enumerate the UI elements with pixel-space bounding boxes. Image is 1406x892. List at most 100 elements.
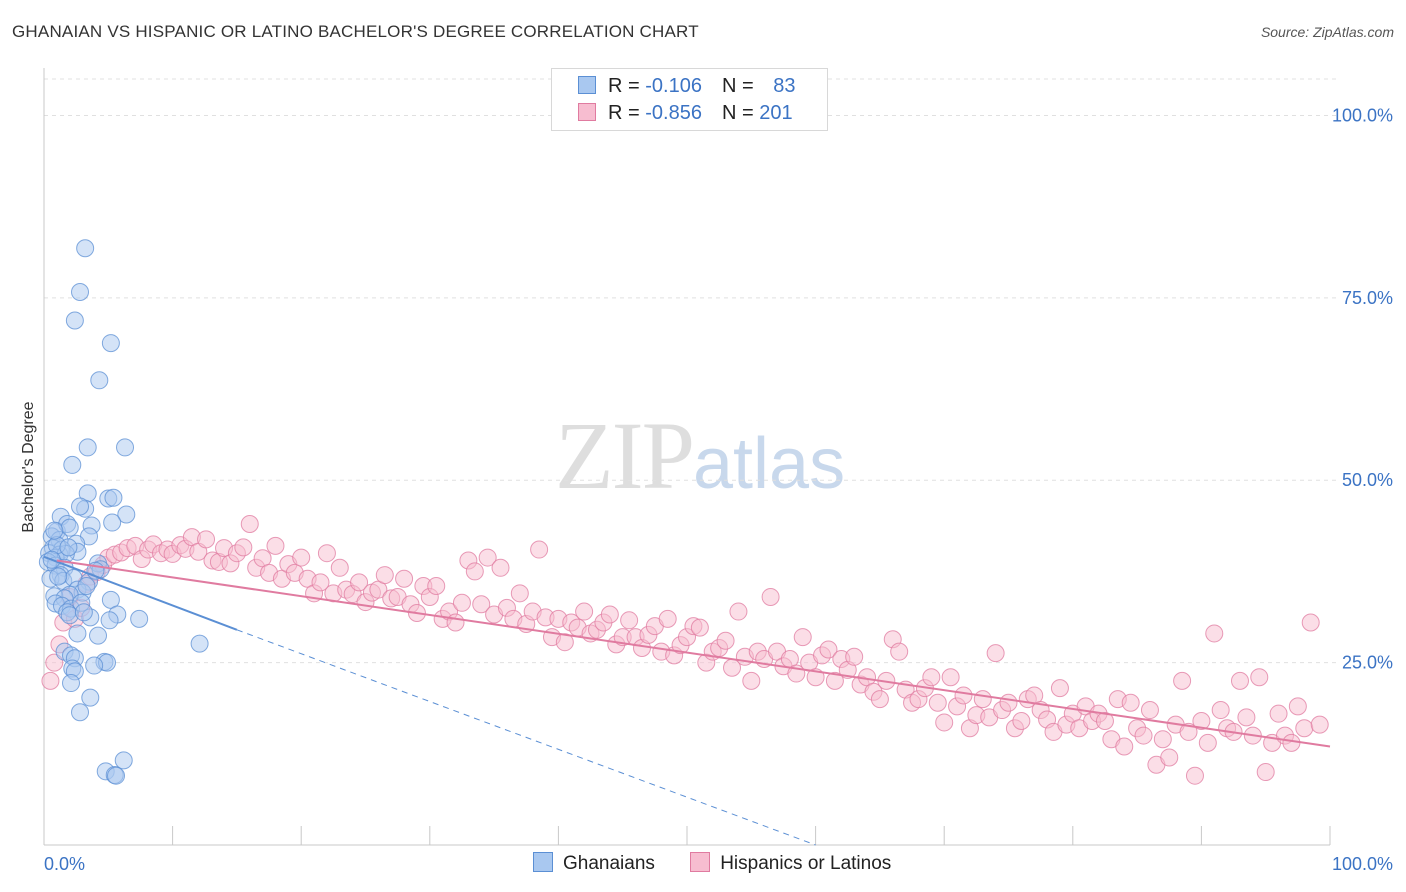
hispanic-point [1115, 737, 1134, 756]
ghanaian-point [114, 751, 133, 770]
ghanaian-point [81, 688, 100, 707]
hispanic-point [311, 573, 330, 592]
ghanaian-point [85, 656, 104, 675]
hispanic-point [491, 558, 510, 577]
y-tick-label: 50.0% [1342, 470, 1393, 490]
hispanic-point [1256, 763, 1275, 782]
ghanaian-point [89, 626, 108, 645]
ghanaian-point [74, 603, 93, 622]
hispanic-point [890, 642, 909, 661]
hispanic-point [935, 713, 954, 732]
hispanic-point [510, 584, 529, 603]
x-tick-label: 0.0% [44, 854, 85, 874]
hispanic-point [478, 548, 497, 567]
ghanaian-point [65, 311, 84, 330]
hispanic-point [690, 618, 709, 637]
hispanic-point [1237, 708, 1256, 727]
ghanaian-point [76, 239, 95, 258]
hispanic-point [472, 595, 491, 614]
hispanic-point [1134, 726, 1153, 745]
hispanic-point [1205, 624, 1224, 643]
ghanaian-point [104, 488, 123, 507]
legend-row-ghanaians: R = -0.106 N = 83 [578, 75, 795, 98]
hispanic-point [620, 611, 639, 630]
watermark-atlas: atlas [693, 424, 846, 504]
hispanic-point [266, 536, 285, 555]
series-legend: Ghanaians Hispanics or Latinos [533, 852, 921, 875]
ghanaian-trend-line [43, 555, 238, 631]
hispanic-point [1269, 704, 1288, 723]
ghanaian-point [90, 371, 109, 390]
hispanic-point [658, 609, 677, 628]
ghanaian-point [71, 283, 90, 302]
correlation-legend: R = -0.106 N = 83 R = -0.856 N = 201 [551, 68, 828, 131]
hispanic-point [1179, 722, 1198, 741]
ghanaian-point [68, 624, 87, 643]
hispanic-point [234, 538, 253, 557]
hispanic-point [1095, 711, 1114, 730]
hispanic-point [1192, 711, 1211, 730]
chart-source: Source: ZipAtlas.com [1260, 24, 1394, 40]
ghanaian-point [49, 567, 68, 586]
hispanic-point [1230, 671, 1249, 690]
ghanaian-point [62, 674, 81, 693]
ghanaian-point [103, 513, 122, 532]
legend-r-label: R = [608, 75, 646, 97]
legend-item-ghanaians: Ghanaians [533, 852, 655, 875]
hispanic-point [845, 647, 864, 666]
hispanic-point [1282, 733, 1301, 752]
hispanic-point [729, 602, 748, 621]
hispanic-point [819, 640, 838, 659]
hispanic-point [825, 671, 844, 690]
legend-swatch-hispanics [578, 103, 596, 121]
hispanic-point [793, 628, 812, 647]
legend-swatch-ghanaians [533, 852, 553, 872]
hispanic-point [954, 686, 973, 705]
hispanic-point [395, 569, 414, 588]
ghanaian-point [59, 538, 78, 557]
hispanic-point [1185, 766, 1204, 785]
hispanic-point [1250, 668, 1269, 687]
hispanic-point [317, 544, 336, 563]
hispanic-point [1012, 711, 1031, 730]
hispanic-point [375, 566, 394, 585]
ghanaian-point [130, 609, 149, 628]
hispanic-point [1160, 748, 1179, 767]
hispanic-point [716, 631, 735, 650]
hispanic-point [1310, 715, 1329, 734]
hispanic-point [922, 668, 941, 687]
hispanic-point [41, 671, 60, 690]
hispanic-point [999, 693, 1018, 712]
hispanic-point [1295, 719, 1314, 738]
ghanaian-point [107, 766, 126, 785]
hispanic-point [1140, 701, 1159, 720]
hispanic-point [1121, 693, 1140, 712]
hispanic-point [870, 690, 889, 709]
ghanaian-point [78, 438, 97, 457]
hispanic-point [240, 515, 259, 534]
ghanaian-point [77, 577, 96, 596]
hispanic-point [465, 562, 484, 581]
hispanic-point [1301, 613, 1320, 632]
hispanic-point [530, 540, 549, 559]
ghanaian-point [117, 505, 136, 524]
ghanaian-point [63, 455, 82, 474]
hispanic-point [761, 587, 780, 606]
legend-n-value: 201 [759, 102, 793, 124]
legend-r-value: -0.106 [645, 75, 702, 97]
hispanic-point [446, 613, 465, 632]
y-tick-label: 75.0% [1342, 288, 1393, 308]
hispanic-point [330, 558, 349, 577]
ghanaian-point [100, 611, 119, 630]
legend-item-hispanics: Hispanics or Latinos [690, 852, 891, 875]
legend-n-label: N = [721, 102, 760, 124]
hispanic-point [452, 593, 471, 612]
legend-n-label: N = [721, 75, 760, 97]
ghanaian-point [116, 438, 135, 457]
y-tick-label: 25.0% [1342, 653, 1393, 673]
y-tick-label: 100.0% [1332, 105, 1393, 125]
hispanic-point [1288, 697, 1307, 716]
legend-swatch-ghanaians [578, 76, 596, 94]
ghanaian-point [71, 703, 90, 722]
